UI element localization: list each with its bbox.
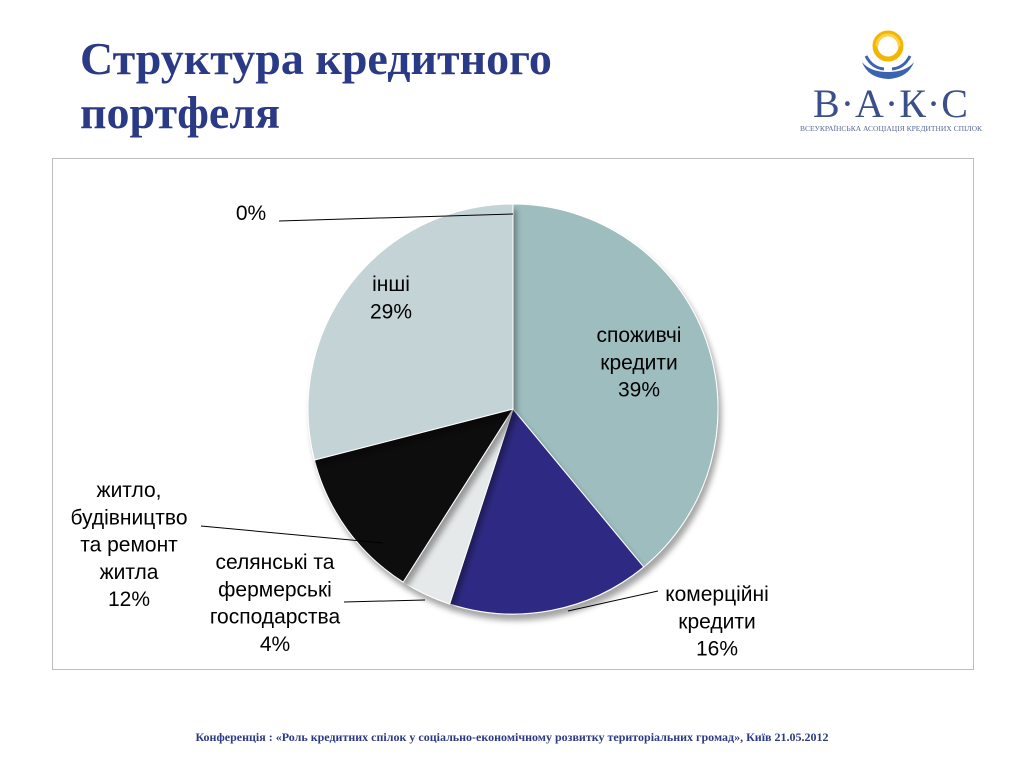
pie-slice [313, 408, 515, 583]
slice-label: споживчі кредити 39% [597, 324, 682, 402]
leader-line [200, 525, 384, 544]
leader-line [278, 213, 514, 222]
slice-label: інші 29% [370, 273, 412, 323]
slice-label: комерційні кредити 16% [665, 583, 769, 661]
pie-chart: споживчі кредити 39% комерційні кредити 16% се… [52, 158, 974, 670]
pie-slice [307, 203, 514, 461]
leader-line [343, 599, 426, 603]
slice-label: житло, будівництво та ремонт житла 12% [70, 479, 187, 611]
vaks-logo: В·А·К·С ВСЕУКРАЇНСЬКА АСОЦІАЦІЯ КРЕДИТНИ… [780, 22, 1002, 140]
slice-label: селянські та фермерські господарства 4% [210, 551, 341, 656]
pie-slice [449, 407, 645, 615]
hands-holding-sun-icon [862, 30, 914, 79]
logo-tagline: ВСЕУКРАЇНСЬКА АСОЦІАЦІЯ КРЕДИТНИХ СПІЛОК [799, 124, 983, 133]
logo-name: В·А·К·С [813, 81, 969, 126]
footer-text: Конференція : «Роль кредитних спілок у с… [195, 730, 829, 744]
pie-slice [512, 203, 719, 568]
pie-chart-svg: споживчі кредити 39% комерційні кредити 16% се… [70, 202, 769, 661]
leader-line [567, 590, 659, 612]
slice-label: 0% [236, 202, 266, 225]
slide-title: Структура кредитного портфеля [80, 33, 552, 138]
